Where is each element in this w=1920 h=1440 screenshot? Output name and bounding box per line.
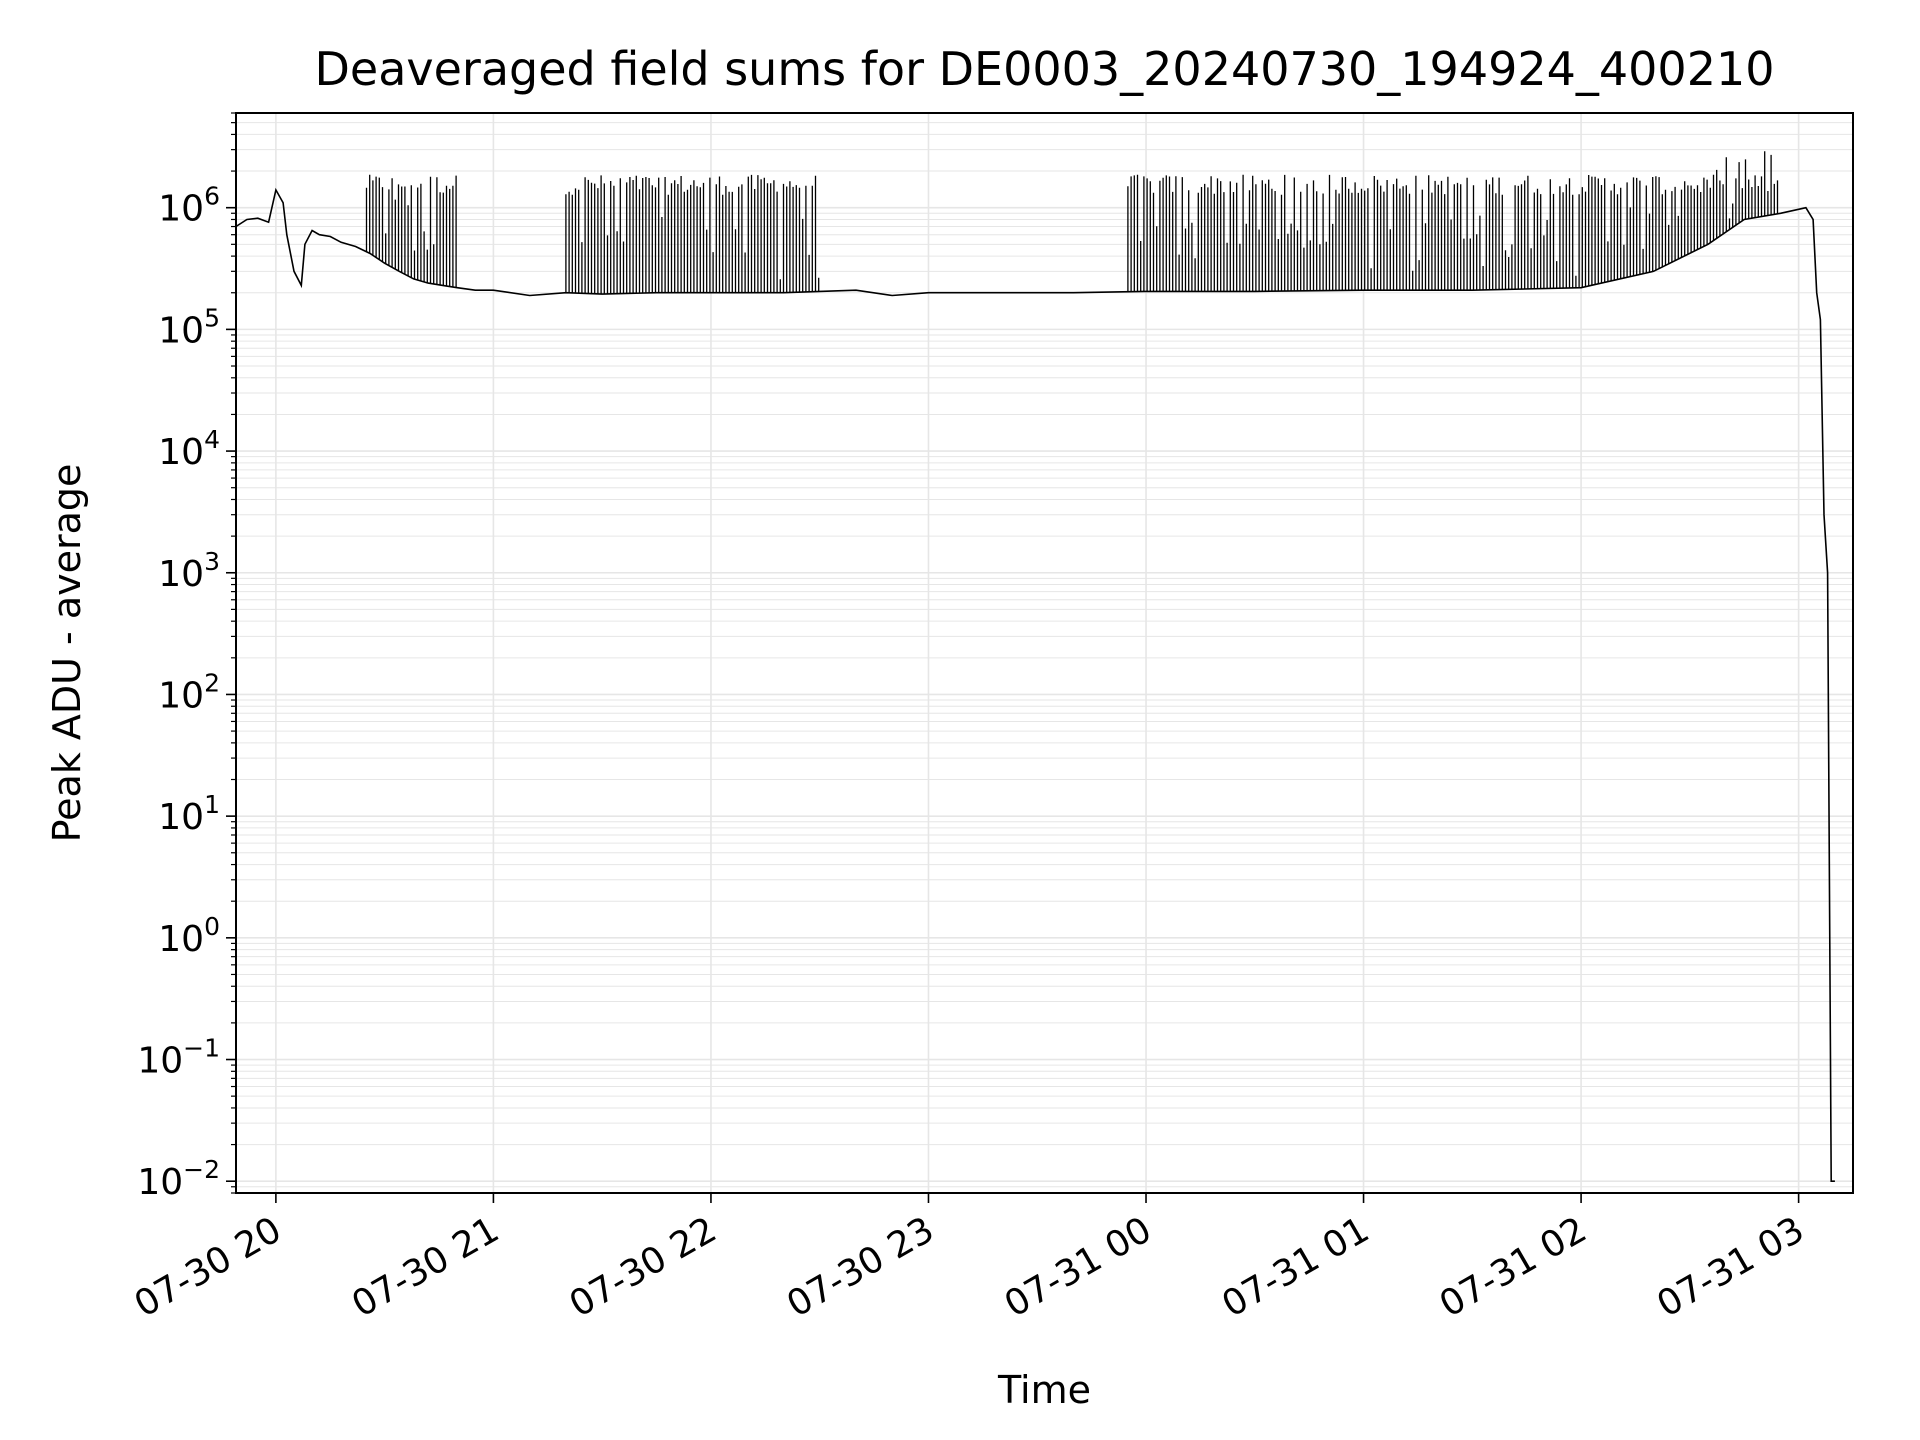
y-tick-label: 103 bbox=[158, 547, 220, 595]
spike-band bbox=[365, 174, 457, 288]
x-tick-label: 07-31 01 bbox=[1215, 1209, 1376, 1325]
y-tick-label: 104 bbox=[158, 425, 220, 473]
y-axis: 106 105 104 103 102 101 100 10−1 10−2 bbox=[137, 112, 236, 1203]
grid bbox=[236, 112, 1853, 1194]
y-tick-label: 101 bbox=[158, 790, 220, 838]
series-line bbox=[235, 187, 1835, 1182]
y-tick-label: 10−2 bbox=[137, 1155, 220, 1203]
y-tick-label: 106 bbox=[158, 182, 220, 230]
x-tick-label: 07-30 21 bbox=[345, 1209, 506, 1325]
spike-band bbox=[565, 174, 820, 294]
x-axis: 07-30 20 07-30 21 07-30 22 07-30 23 07-31 00… bbox=[128, 1193, 1811, 1326]
y-tick-label: 102 bbox=[158, 668, 220, 716]
x-tick-label: 07-31 03 bbox=[1650, 1209, 1811, 1325]
y-tick-label: 100 bbox=[158, 912, 220, 960]
spike-band bbox=[1127, 151, 1779, 292]
chart-title: Deaveraged field sums for DE0003_2024073… bbox=[314, 42, 1774, 96]
x-tick-label: 07-30 20 bbox=[128, 1209, 289, 1325]
y-tick-label: 105 bbox=[158, 303, 220, 351]
x-tick-label: 07-30 22 bbox=[563, 1209, 724, 1325]
x-tick-label: 07-30 23 bbox=[780, 1209, 941, 1325]
y-axis-label: Peak ADU - average bbox=[45, 464, 89, 843]
x-tick-label: 07-31 02 bbox=[1433, 1209, 1594, 1325]
y-tick-label: 10−1 bbox=[137, 1034, 220, 1082]
x-axis-label: Time bbox=[997, 1368, 1091, 1412]
axes-frame bbox=[235, 112, 1854, 1194]
x-tick-label: 07-31 00 bbox=[998, 1209, 1159, 1325]
plot-area bbox=[235, 151, 1835, 1182]
spike-bands bbox=[365, 151, 1779, 294]
